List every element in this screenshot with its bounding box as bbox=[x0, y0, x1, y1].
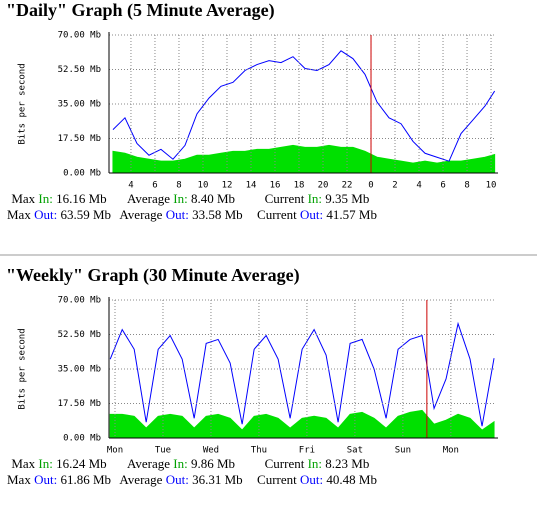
y-tick-label: 70.00 Mb bbox=[58, 296, 101, 306]
stat-value: 36.31 Mb bbox=[192, 472, 243, 487]
y-tick-label: 17.50 Mb bbox=[58, 134, 101, 144]
x-tick-label: 2 bbox=[392, 181, 397, 191]
stat-key: In: bbox=[38, 456, 52, 471]
x-tick-label: 10 bbox=[198, 181, 209, 191]
stat-key: In: bbox=[308, 456, 322, 471]
y-tick-label: 52.50 Mb bbox=[58, 330, 101, 340]
stat-label: Max bbox=[11, 456, 35, 471]
x-tick-label: Mon bbox=[107, 446, 123, 456]
stat-value: 40.48 Mb bbox=[326, 472, 377, 487]
stat-key: In: bbox=[173, 456, 187, 471]
stat-label: Max bbox=[7, 207, 31, 222]
stat-key: Out: bbox=[300, 207, 323, 222]
x-tick-label: Sun bbox=[395, 446, 411, 456]
x-tick-label: Wed bbox=[203, 446, 219, 456]
stat: Average Out: 36.31 Mb bbox=[119, 472, 242, 487]
out-line bbox=[109, 321, 495, 427]
stat-label: Average bbox=[119, 472, 162, 487]
x-tick-label: 8 bbox=[464, 181, 469, 191]
y-tick-label: 70.00 Mb bbox=[58, 31, 101, 41]
x-tick-label: 4 bbox=[128, 181, 133, 191]
graph: "Weekly" Graph (30 Minute Average) Bits p… bbox=[6, 265, 498, 487]
stat-key: Out: bbox=[34, 207, 57, 222]
x-tick-label: 18 bbox=[294, 181, 305, 191]
stat-label: Max bbox=[11, 191, 35, 206]
stat: Max Out: 61.86 Mb bbox=[7, 472, 111, 487]
stat-label: Average bbox=[127, 191, 170, 206]
x-tick-label: 14 bbox=[246, 181, 257, 191]
stat: Current In: 8.23 Mb bbox=[265, 456, 370, 471]
stat: Max In: 16.24 Mb bbox=[11, 456, 106, 471]
x-tick-label: 22 bbox=[342, 181, 353, 191]
stat-value: 8.40 Mb bbox=[191, 191, 235, 206]
in-area bbox=[109, 409, 495, 439]
x-tick-label: 6 bbox=[440, 181, 445, 191]
x-tick-label: Mon bbox=[443, 446, 459, 456]
x-tick-label: 4 bbox=[416, 181, 421, 191]
stat-label: Current bbox=[265, 191, 305, 206]
y-tick-label: 35.00 Mb bbox=[58, 365, 101, 375]
y-axis-label: Bits per second bbox=[18, 63, 28, 144]
y-axis-label: Bits per second bbox=[18, 328, 28, 409]
x-tick-label: 16 bbox=[270, 181, 281, 191]
x-tick-label: 6 bbox=[152, 181, 157, 191]
stat: Average Out: 33.58 Mb bbox=[119, 207, 242, 222]
x-tick-label: 0 bbox=[368, 181, 373, 191]
graph: "Daily" Graph (5 Minute Average) Bits per… bbox=[6, 0, 498, 222]
out-line bbox=[112, 50, 496, 162]
stat-key: Out: bbox=[300, 472, 323, 487]
stat-key: Out: bbox=[166, 207, 189, 222]
x-tick-label: 12 bbox=[222, 181, 233, 191]
stat: Current In: 9.35 Mb bbox=[265, 191, 370, 206]
y-tick-label: 52.50 Mb bbox=[58, 65, 101, 75]
x-tick-label: 20 bbox=[318, 181, 329, 191]
stat-label: Max bbox=[7, 472, 31, 487]
x-tick-label: 8 bbox=[176, 181, 181, 191]
stat-key: In: bbox=[173, 191, 187, 206]
in-area bbox=[112, 144, 496, 174]
x-tick-label: Fri bbox=[299, 446, 315, 456]
stat-value: 8.23 Mb bbox=[325, 456, 369, 471]
stat: Average In: 8.40 Mb bbox=[127, 191, 235, 206]
graph-title: "Weekly" Graph (30 Minute Average) bbox=[6, 265, 300, 286]
stat-key: In: bbox=[308, 191, 322, 206]
x-tick-label: Tue bbox=[155, 446, 171, 456]
x-tick-label: Thu bbox=[251, 446, 267, 456]
stat-value: 61.86 Mb bbox=[60, 472, 111, 487]
stat: Average In: 9.86 Mb bbox=[127, 456, 235, 471]
stat-label: Average bbox=[119, 207, 162, 222]
stat-key: Out: bbox=[166, 472, 189, 487]
y-tick-label: 35.00 Mb bbox=[58, 100, 101, 110]
stat-value: 63.59 Mb bbox=[60, 207, 111, 222]
graph-title: "Daily" Graph (5 Minute Average) bbox=[6, 0, 275, 21]
stat-label: Average bbox=[127, 456, 170, 471]
x-tick-label: Sat bbox=[347, 446, 363, 456]
stat-label: Current bbox=[257, 472, 297, 487]
stat-value: 41.57 Mb bbox=[326, 207, 377, 222]
stat-value: 16.16 Mb bbox=[56, 191, 107, 206]
stat-value: 33.58 Mb bbox=[192, 207, 243, 222]
stat: Current Out: 41.57 Mb bbox=[257, 207, 377, 222]
stat-label: Current bbox=[265, 456, 305, 471]
y-tick-label: 0.00 Mb bbox=[63, 169, 101, 179]
x-tick-label: 10 bbox=[486, 181, 497, 191]
stat-value: 9.86 Mb bbox=[191, 456, 235, 471]
y-tick-label: 17.50 Mb bbox=[58, 399, 101, 409]
y-tick-label: 0.00 Mb bbox=[63, 434, 101, 444]
stat: Max In: 16.16 Mb bbox=[11, 191, 106, 206]
stat-key: In: bbox=[38, 191, 52, 206]
stat-value: 16.24 Mb bbox=[56, 456, 107, 471]
stat-label: Current bbox=[257, 207, 297, 222]
stat: Max Out: 63.59 Mb bbox=[7, 207, 111, 222]
stat-value: 9.35 Mb bbox=[325, 191, 369, 206]
stat: Current Out: 40.48 Mb bbox=[257, 472, 377, 487]
stat-key: Out: bbox=[34, 472, 57, 487]
